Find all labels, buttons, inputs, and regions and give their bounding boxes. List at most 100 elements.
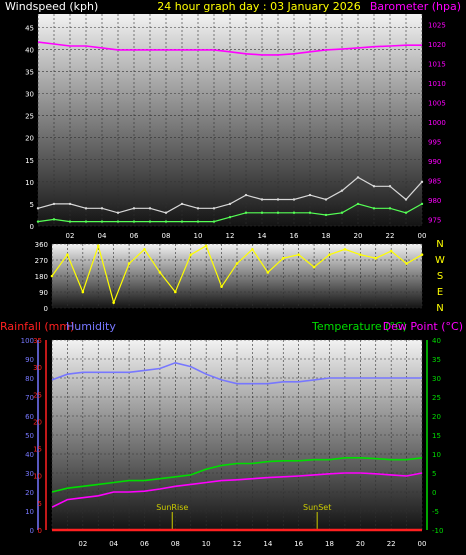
series-wind_gust-point	[212, 207, 216, 210]
series-wind-direction-point	[204, 244, 208, 248]
series-wind_gust-point	[180, 202, 184, 206]
series-wind_avg-point	[100, 220, 104, 223]
hour-tick-label: 14	[263, 540, 272, 548]
series-humidity-line	[51, 361, 422, 385]
series-wind-direction-point	[174, 290, 177, 294]
compass-label: N	[436, 239, 443, 250]
wind-tick-label: 10	[25, 179, 34, 187]
hour-tick-label: 16	[294, 540, 303, 548]
hour-tick-label: 22	[387, 540, 396, 548]
series-wind_avg-point	[292, 211, 296, 214]
series-wind_gust-point	[324, 198, 328, 201]
series-wind_avg-point	[164, 220, 168, 223]
temperature-series-group: SunRise SunSet	[51, 361, 423, 532]
series-wind_gust-point	[84, 207, 88, 210]
hour-tick-label: 20	[354, 232, 363, 240]
temperature-axis-ticks: 010203040506070809010005101520253035-10-…	[21, 337, 444, 548]
series-wind_gust-point	[68, 202, 72, 206]
temperature-tick-label: 10	[432, 451, 441, 459]
series-wind_avg-point	[84, 220, 88, 223]
barometer-tick-label: 1005	[428, 99, 446, 107]
series-wind_avg-point	[276, 211, 280, 214]
hour-tick-label: 06	[140, 540, 149, 548]
series-wind-direction-point	[189, 253, 193, 256]
series-wind_avg-point	[244, 211, 248, 214]
direction-tick-label: 270	[35, 257, 48, 265]
series-wind_avg-point	[340, 211, 344, 214]
series-wind-direction-point	[50, 274, 54, 278]
barometer-tick-label: 995	[428, 138, 441, 146]
series-wind_gust-point	[244, 193, 248, 197]
series-wind_avg-point	[212, 220, 216, 223]
wind-plot-grid	[37, 14, 423, 227]
wind-tick-label: 20	[25, 135, 34, 143]
series-wind_gust-point	[340, 189, 344, 192]
compass-label: E	[437, 287, 443, 298]
sun-event-label: SunRise	[156, 503, 188, 512]
series-wind_gust-point	[276, 198, 280, 201]
sun-event-label: SunSet	[303, 503, 331, 512]
humidity-tick-label: 40	[25, 451, 34, 459]
temperature-tick-label: 5	[432, 470, 436, 478]
humidity-tick-label: 90	[25, 356, 34, 364]
hour-tick-label: 10	[202, 540, 211, 548]
hour-tick-label: 00	[418, 232, 427, 240]
rainfall-tick-label: 25	[33, 391, 42, 399]
series-wind-direction-point	[143, 248, 146, 251]
wind-tick-label: 15	[25, 157, 34, 165]
series-wind_gust-point	[132, 207, 136, 210]
series-wind_gust-point	[388, 185, 392, 188]
rainfall-tick-label: 20	[33, 418, 42, 426]
series-wind_avg-point	[52, 218, 56, 221]
series-wind-direction-point	[389, 249, 393, 253]
humidity-tick-label: 10	[25, 508, 34, 516]
rainfall-axis-label: Rainfall (mm)	[0, 320, 74, 333]
series-wind_avg-point	[404, 211, 408, 214]
barometer-axis-label: Barometer (hpa)	[370, 0, 461, 13]
compass-label: W	[435, 255, 445, 266]
temperature-tick-label: 15	[432, 432, 441, 440]
barometer-tick-label: 1010	[428, 80, 446, 88]
humidity-tick-label: 0	[30, 527, 34, 535]
wind-tick-label: 30	[25, 91, 34, 99]
direction-tick-label: 180	[35, 273, 48, 281]
humidity-axis-label: Humidity	[66, 320, 116, 333]
series-wind-direction-point	[127, 262, 131, 265]
series-wind-direction-point	[312, 265, 316, 269]
series-wind_gust-point	[308, 193, 312, 197]
series-wind_gust-point	[148, 207, 152, 210]
temperature-axis-label: Temperature (°C)	[311, 320, 407, 333]
series-wind-direction-point	[112, 301, 115, 304]
humidity-tick-label: 30	[25, 470, 34, 478]
barometer-tick-label: 985	[428, 177, 441, 185]
series-wind-direction-point	[266, 271, 270, 274]
temperature-tick-label: 35	[432, 356, 441, 364]
wind-axis-ticks: 0510152025303540459759809859909951000100…	[25, 22, 446, 240]
direction-axis-ticks: 0 90 180 270 360	[35, 241, 48, 313]
rainfall-tick-label: 15	[33, 446, 42, 454]
direction-series-group	[50, 243, 424, 305]
series-wind-direction-point	[158, 271, 162, 274]
rainfall-tick-label: 10	[33, 473, 42, 481]
series-wind_gust-point	[292, 198, 296, 201]
series-wind_gust-point	[420, 180, 424, 184]
temperature-tick-label: 0	[432, 489, 436, 497]
temperature-tick-label: 40	[432, 337, 441, 345]
direction-tick-label: 90	[39, 289, 48, 297]
barometer-tick-label: 1025	[428, 22, 446, 30]
series-wind_avg-point	[196, 220, 200, 223]
series-wind_gust-point	[228, 202, 232, 206]
hour-tick-label: 04	[98, 232, 107, 240]
compass-label: N	[436, 303, 443, 314]
series-wind-direction-point	[297, 253, 300, 256]
humidity-tick-label: 50	[25, 432, 34, 440]
dewpoint-axis-label: Dew Point (°C)	[383, 320, 463, 333]
series-barometer-line	[37, 41, 422, 56]
barometer-tick-label: 975	[428, 216, 441, 224]
direction-tick-label: 0	[44, 305, 48, 313]
hour-tick-label: 10	[194, 232, 203, 240]
barometer-tick-label: 980	[428, 197, 441, 205]
series-wind_avg-point	[68, 220, 72, 223]
hour-tick-label: 20	[356, 540, 365, 548]
